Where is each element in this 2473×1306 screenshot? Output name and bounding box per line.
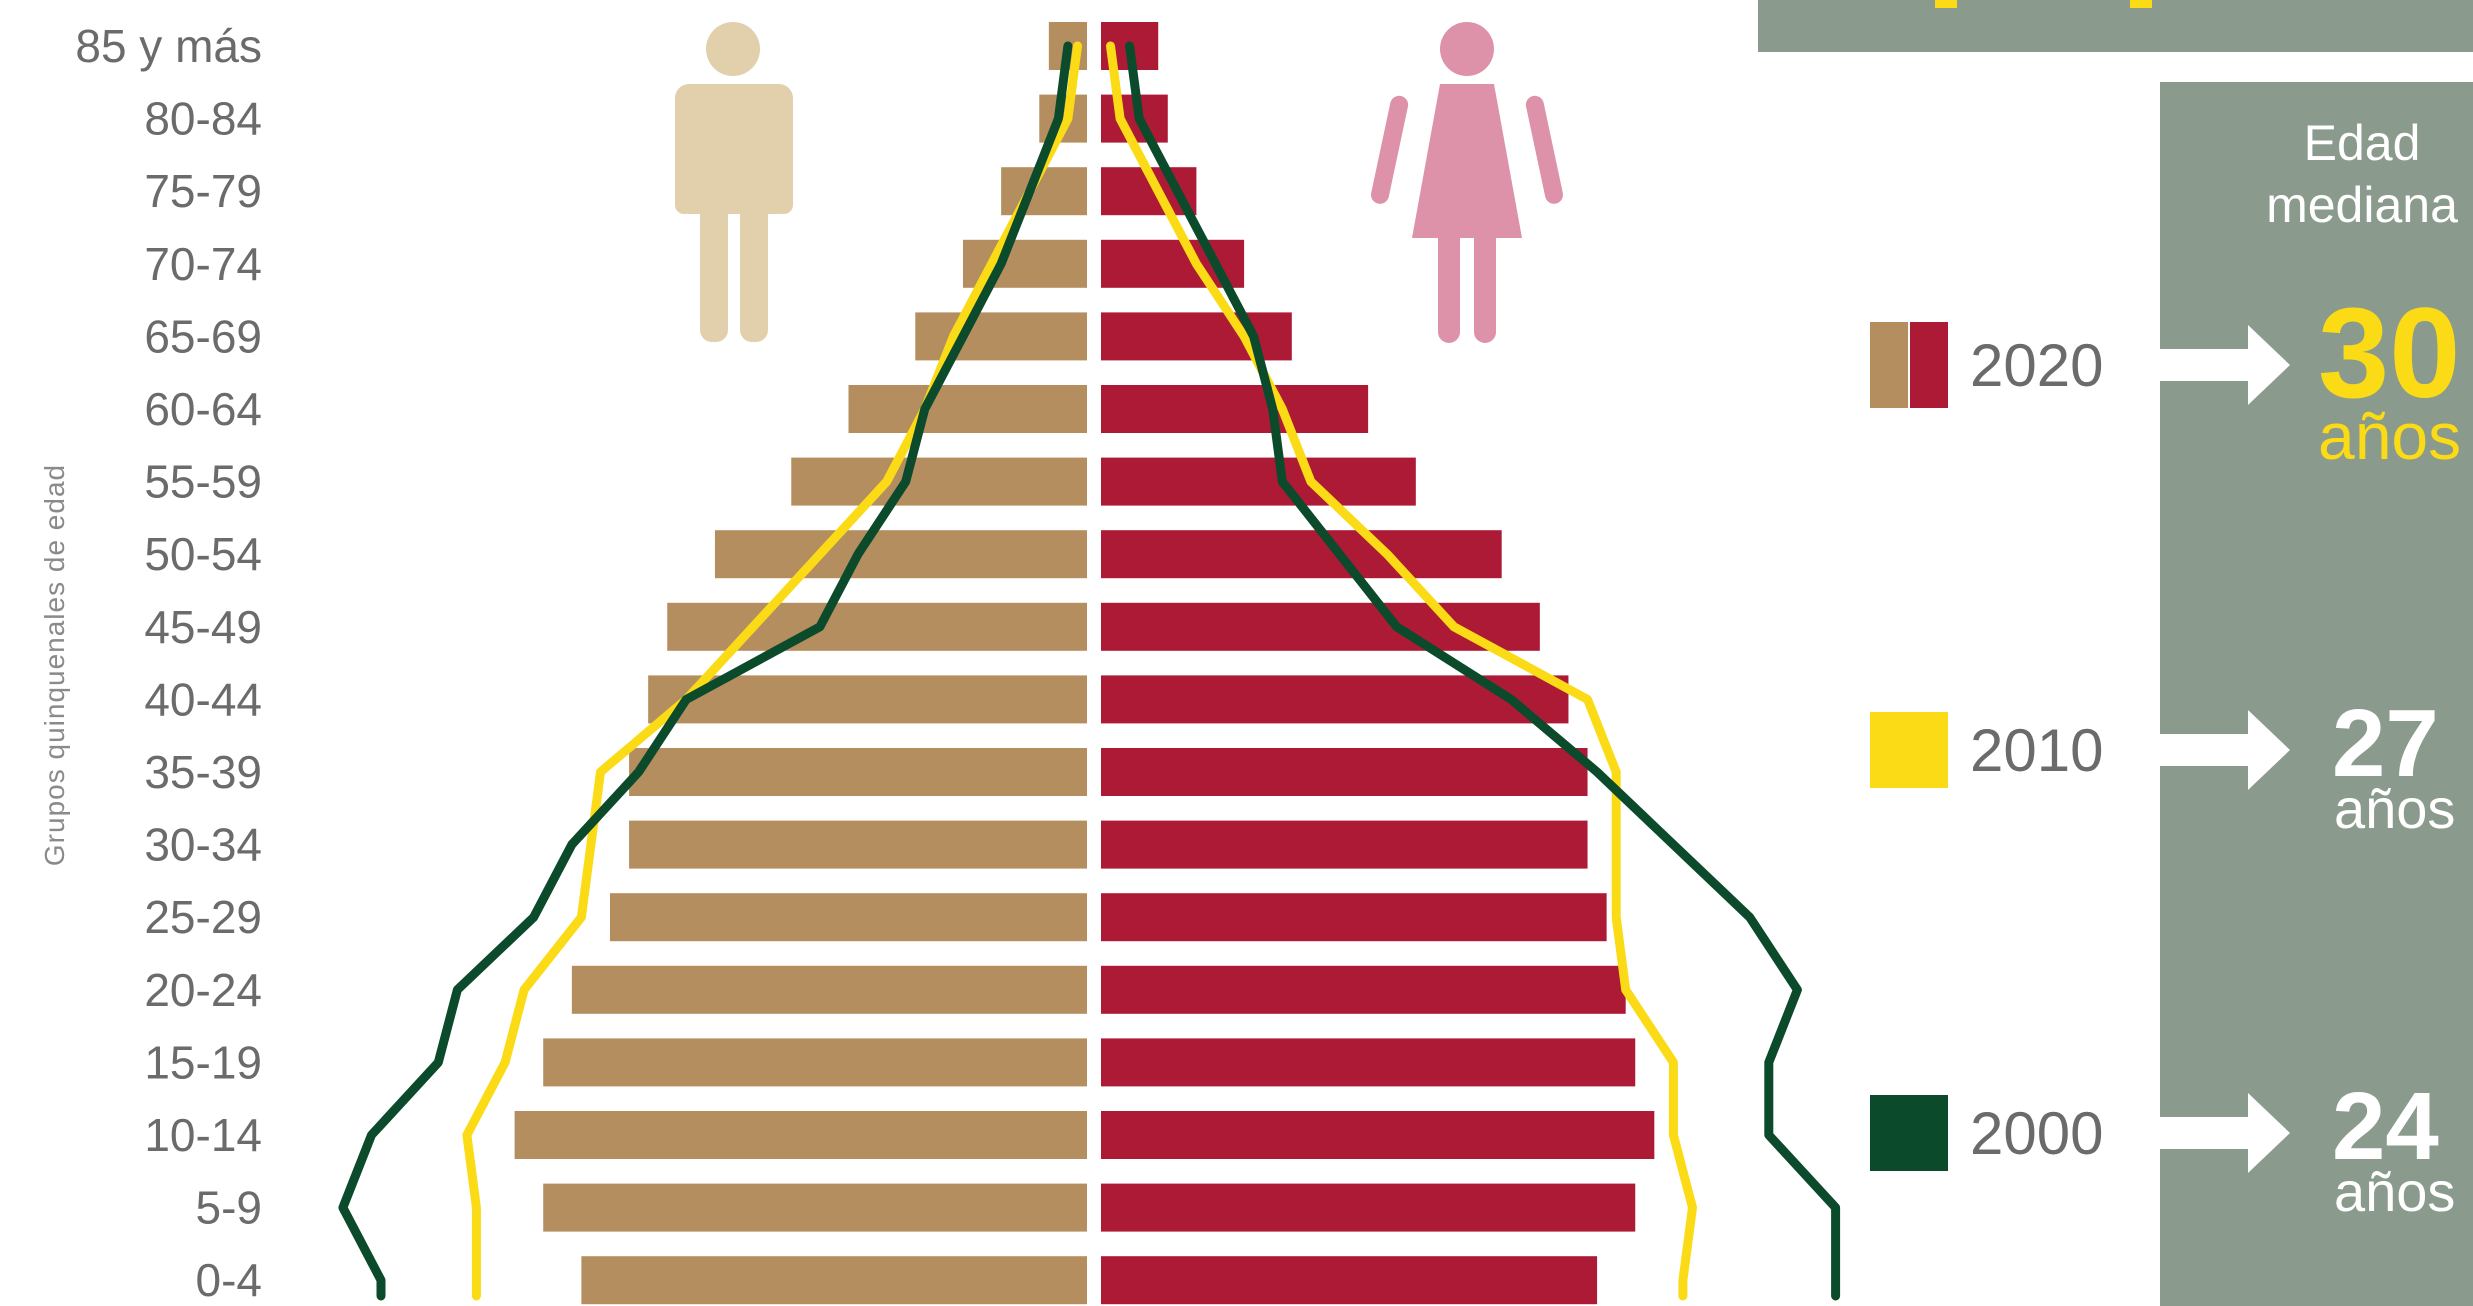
age-group-label: 30-34 — [144, 819, 262, 871]
age-group-label: 0-4 — [196, 1254, 262, 1306]
legend-swatch-2000 — [1870, 1095, 1948, 1171]
female-bar-2020 — [1101, 965, 1626, 1014]
legend-swatch-2010 — [1870, 712, 1948, 788]
male-bar-2020 — [610, 893, 1087, 942]
male-bar-2020 — [629, 748, 1087, 796]
female-bar-2020 — [1101, 1111, 1655, 1159]
male-bar-2020 — [581, 1256, 1087, 1305]
banner-glyph-2 — [2130, 0, 2152, 8]
legend-label-2010: 2010 — [1970, 717, 2103, 784]
woman-icon — [1371, 22, 1563, 343]
female-bar-2020 — [1101, 748, 1588, 796]
male-bar-2020 — [543, 1183, 1087, 1232]
line-2010-hombres — [462, 41, 1082, 1301]
male-bar-2020 — [791, 457, 1087, 506]
banner-glyph-1 — [1935, 0, 1957, 8]
male-bar-2020 — [1001, 167, 1087, 216]
age-group-label: 5-9 — [196, 1182, 262, 1234]
arrow-right-icon — [2160, 325, 2290, 405]
median-age-unit-2020: años — [2318, 399, 2461, 473]
age-group-label: 50-54 — [144, 528, 262, 580]
age-group-label: 45-49 — [144, 601, 262, 653]
median-panel-title-2: mediana — [2266, 177, 2458, 233]
age-group-label: 15-19 — [144, 1036, 262, 1088]
female-bar-2020 — [1101, 312, 1292, 361]
age-group-label: 55-59 — [144, 456, 262, 508]
median-age-unit-2000: años — [2334, 1160, 2455, 1223]
male-bar-2020 — [714, 530, 1087, 579]
header-banner — [1758, 0, 2473, 52]
male-bar-2020 — [667, 602, 1087, 651]
median-age-panel — [2160, 82, 2473, 1306]
female-bar-2020 — [1101, 675, 1569, 724]
median-age-number-2010: 27 — [2332, 690, 2439, 797]
male-bar-2020 — [629, 820, 1087, 869]
line-2010-mujeres — [1106, 41, 1697, 1301]
age-group-label: 65-69 — [144, 310, 262, 362]
male-bar-2020 — [848, 385, 1087, 433]
age-group-label: 40-44 — [144, 673, 262, 725]
male-bar-2020 — [915, 312, 1087, 361]
female-bar-2020 — [1101, 1038, 1636, 1087]
female-bar-2020 — [1101, 457, 1416, 506]
age-group-label: 70-74 — [144, 238, 262, 290]
arrow-right-icon — [2160, 1093, 2290, 1173]
male-bar-2020 — [571, 965, 1087, 1014]
female-bar-2020 — [1101, 385, 1369, 433]
female-bar-2020 — [1101, 893, 1607, 942]
legend-swatch-2020-female — [1910, 322, 1948, 408]
legend-label-2020: 2020 — [1970, 332, 2103, 399]
age-group-label: 80-84 — [144, 93, 262, 145]
age-group-label: 10-14 — [144, 1109, 262, 1161]
legend-swatch-2020-male — [1870, 322, 1908, 408]
female-bar-2020 — [1101, 1256, 1598, 1305]
age-group-label: 35-39 — [144, 746, 262, 798]
line-2000-hombres — [338, 41, 1073, 1301]
y-axis-title: Grupos quinquenales de edad — [39, 464, 70, 866]
median-age-unit-2010: años — [2334, 777, 2455, 840]
age-group-label: 85 y más — [75, 20, 262, 72]
legend-label-2000: 2000 — [1970, 1100, 2103, 1167]
female-bar-2020 — [1101, 530, 1502, 579]
age-group-label: 60-64 — [144, 383, 262, 435]
line-2000-mujeres — [1125, 41, 1841, 1301]
median-panel-title-1: Edad — [2304, 115, 2421, 171]
man-icon — [675, 22, 793, 342]
female-bar-2020 — [1101, 602, 1540, 651]
age-group-label: 20-24 — [144, 964, 262, 1016]
arrow-right-icon — [2160, 710, 2290, 790]
female-bar-2020 — [1101, 820, 1588, 869]
median-age-number-2020: 30 — [2318, 282, 2460, 425]
male-bar-2020 — [514, 1111, 1087, 1159]
female-bar-2020 — [1101, 1183, 1636, 1232]
male-bar-2020 — [543, 1038, 1087, 1087]
age-group-label: 75-79 — [144, 165, 262, 217]
age-group-label: 25-29 — [144, 891, 262, 943]
median-age-number-2000: 24 — [2332, 1073, 2439, 1180]
